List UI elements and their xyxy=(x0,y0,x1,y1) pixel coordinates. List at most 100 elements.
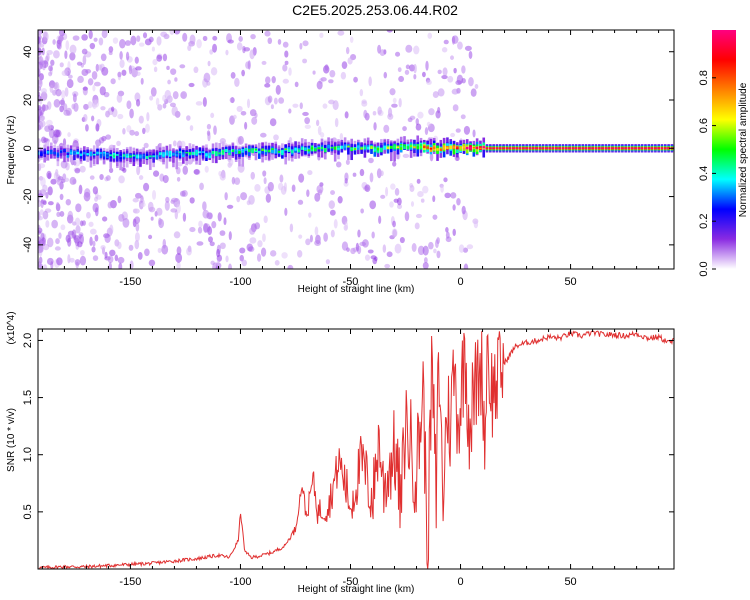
noise-speck xyxy=(413,73,417,80)
noise-speck xyxy=(320,132,325,138)
noise-speck xyxy=(254,112,258,119)
noise-speck xyxy=(173,231,181,239)
noise-speck xyxy=(155,97,160,106)
band-cell xyxy=(409,145,413,148)
noise-speck xyxy=(282,41,289,48)
noise-speck xyxy=(164,200,170,211)
band-cell xyxy=(403,144,406,150)
band-cell xyxy=(327,146,330,149)
band-cell xyxy=(350,145,353,161)
noise-speck xyxy=(68,74,73,79)
noise-speck xyxy=(410,201,415,207)
noise-speck xyxy=(455,128,461,133)
noise-speck xyxy=(371,231,375,239)
noise-speck xyxy=(38,30,42,38)
noise-speck xyxy=(474,84,479,89)
noise-speck xyxy=(42,210,49,220)
noise-speck xyxy=(152,189,157,200)
band-cell xyxy=(380,147,383,151)
noise-speck xyxy=(305,238,311,246)
band-cell xyxy=(594,147,598,149)
noise-speck xyxy=(279,174,284,183)
noise-speck xyxy=(309,234,313,243)
noise-speck xyxy=(49,84,54,94)
noise-speck xyxy=(397,67,402,73)
band-cell xyxy=(617,147,621,149)
noise-speck xyxy=(55,169,59,177)
band-cell xyxy=(287,149,291,152)
band-cell xyxy=(188,152,192,155)
noise-speck xyxy=(128,64,132,75)
snr-y-tick-label: 1.0 xyxy=(22,447,34,462)
noise-speck xyxy=(38,230,42,235)
snr-panel: -150 -100 -50 0 50 0.5 1.0 1.5 2.0 Height of str… xyxy=(6,311,675,595)
noise-speck xyxy=(55,88,62,97)
noise-speck xyxy=(444,192,451,199)
noise-speck xyxy=(363,109,368,119)
band-cell xyxy=(50,149,53,154)
noise-speck xyxy=(50,178,57,185)
noise-speck xyxy=(172,91,179,100)
noise-speck xyxy=(94,81,101,87)
noise-speck xyxy=(162,103,167,109)
band-cell xyxy=(43,151,47,155)
band-cell xyxy=(366,140,370,148)
noise-speck xyxy=(226,204,234,209)
noise-speck xyxy=(182,32,188,42)
band-cell xyxy=(155,155,159,158)
noise-speck xyxy=(108,167,114,174)
noise-speck xyxy=(415,213,422,219)
noise-speck xyxy=(335,161,342,168)
noise-speck xyxy=(299,102,303,110)
band-cell xyxy=(406,146,410,149)
band-cell xyxy=(366,144,370,149)
noise-speck xyxy=(302,58,308,64)
noise-speck xyxy=(94,234,99,242)
noise-speck xyxy=(422,185,429,194)
noise-speck xyxy=(441,74,448,80)
noise-speck xyxy=(170,197,178,203)
noise-speck xyxy=(208,212,213,220)
noise-speck xyxy=(206,123,212,130)
snr-x-axis-label: Height of straight line (km) xyxy=(298,584,415,595)
noise-speck xyxy=(74,168,81,174)
noise-speck xyxy=(316,184,324,194)
noise-speck xyxy=(91,71,98,80)
noise-speck xyxy=(237,135,244,145)
noise-speck xyxy=(53,50,60,59)
noise-speck xyxy=(288,108,292,114)
noise-speck xyxy=(156,54,163,62)
noise-speck xyxy=(325,259,331,265)
spectrogram-y-tick-label: -20 xyxy=(22,189,34,205)
noise-speck xyxy=(116,93,123,103)
band-cell xyxy=(581,147,585,149)
noise-speck xyxy=(288,67,292,76)
noise-speck xyxy=(322,103,328,109)
snr-series-line xyxy=(38,330,674,569)
noise-speck xyxy=(88,221,94,227)
noise-speck xyxy=(236,42,243,51)
noise-speck xyxy=(263,177,267,185)
noise-speck xyxy=(91,115,95,122)
band-cell xyxy=(340,145,344,149)
noise-speck xyxy=(337,30,345,36)
band-cell xyxy=(640,147,644,149)
noise-speck xyxy=(204,165,209,173)
snr-x-tick-label: 50 xyxy=(564,576,576,588)
band-cell xyxy=(76,151,80,155)
spectrogram-band xyxy=(38,135,674,171)
noise-speck xyxy=(38,236,42,245)
noise-speck xyxy=(38,56,44,65)
noise-speck xyxy=(402,153,410,158)
band-cell xyxy=(287,147,291,151)
noise-speck xyxy=(67,132,71,138)
noise-speck xyxy=(260,247,267,257)
noise-speck xyxy=(442,67,448,76)
noise-speck xyxy=(151,46,155,52)
noise-speck xyxy=(267,37,273,45)
band-cell xyxy=(538,147,542,149)
noise-speck xyxy=(207,131,211,142)
noise-speck xyxy=(66,78,74,89)
noise-speck xyxy=(227,39,234,44)
band-cell xyxy=(165,152,169,156)
